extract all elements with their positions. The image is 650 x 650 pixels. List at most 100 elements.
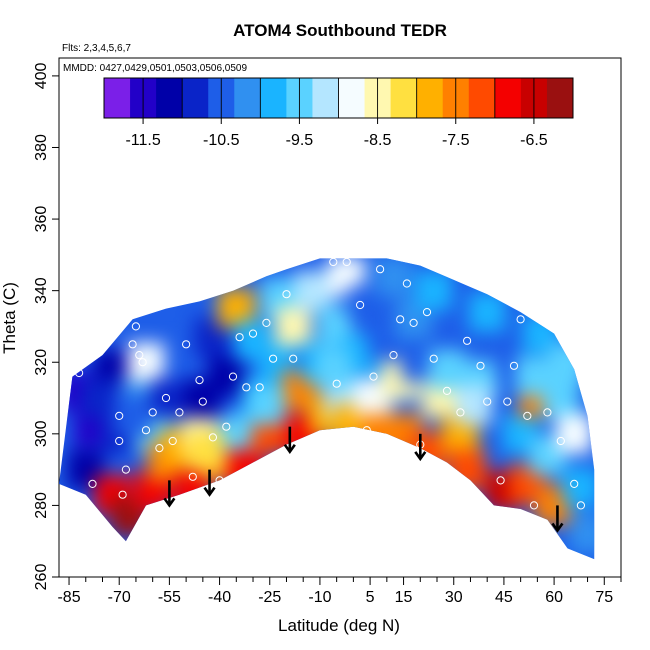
- x-tick-label: 5: [366, 589, 375, 606]
- x-tick-label: 75: [595, 589, 613, 606]
- observation-point: [409, 318, 418, 327]
- observation-point: [483, 397, 492, 406]
- down-arrow: [203, 469, 216, 497]
- observation-point: [389, 351, 398, 360]
- observation-point: [141, 426, 151, 435]
- field-cell: [274, 306, 312, 347]
- colorbar: -11.5 -10.5 -9.5 -8.5 -7.5 -6.5: [103, 77, 574, 149]
- field-cell: [569, 514, 595, 554]
- x-tick-label: -10: [308, 589, 331, 606]
- field-cell: [448, 449, 486, 490]
- observation-point: [138, 358, 147, 367]
- colorbar-swatch: [156, 78, 183, 118]
- observation-point: [496, 476, 505, 485]
- observation-point: [342, 257, 351, 267]
- y-axis-label: Theta (C): [0, 282, 19, 354]
- down-arrow: [551, 505, 564, 533]
- observation-point: [208, 433, 217, 442]
- plot-frame: [58, 57, 622, 578]
- x-axis: -85 -70 -55 -40 -25 -10 5 15 30 45 60 75: [57, 577, 622, 606]
- field-cell: [562, 467, 595, 508]
- field-cell: [408, 432, 446, 472]
- colorbar-swatch: [390, 78, 418, 118]
- observation-point: [376, 265, 385, 274]
- arrow-head: [551, 522, 564, 533]
- observation-point: [396, 315, 405, 324]
- colorbar-swatch: [104, 78, 131, 118]
- observation-point: [131, 322, 140, 331]
- x-tick-label: -25: [258, 589, 281, 606]
- observation-point: [282, 290, 291, 299]
- down-arrow: [414, 433, 427, 462]
- observation-point: [463, 336, 472, 345]
- arrow-head: [414, 451, 427, 462]
- observation-point: [115, 411, 124, 420]
- x-axis-label: Latitude (deg N): [278, 616, 400, 635]
- observation-point: [148, 408, 157, 417]
- observation-point: [269, 354, 278, 363]
- field-cell: [207, 356, 245, 397]
- y-tick-label: 360: [33, 206, 50, 233]
- y-tick-label: 300: [33, 420, 50, 447]
- observation-points: [75, 257, 586, 510]
- down-arrow: [163, 480, 176, 508]
- field-cell: [555, 414, 593, 454]
- field-cell: [549, 342, 586, 382]
- observation-point: [262, 318, 271, 327]
- observation-point: [235, 333, 244, 342]
- field-cell: [375, 258, 412, 297]
- field-cell: [248, 385, 285, 425]
- field-cell: [415, 271, 453, 311]
- field-cell: [187, 432, 225, 472]
- observation-point: [556, 436, 565, 446]
- x-tick-label: 30: [445, 589, 463, 606]
- observation-point: [175, 408, 184, 417]
- observation-point: [362, 426, 371, 435]
- observation-point: [442, 386, 452, 395]
- observation-point: [128, 340, 137, 349]
- colorbar-swatch: [494, 78, 522, 118]
- observation-point: [168, 436, 177, 446]
- x-tick-label: -40: [208, 589, 231, 606]
- observation-point: [509, 361, 519, 370]
- y-tick-label: 380: [33, 134, 50, 161]
- colorbar-swatch: [312, 78, 339, 118]
- colorbar-tick-label: -8.5: [364, 132, 392, 149]
- flights-note: Flts: 2,3,4,5,6,7: [62, 43, 131, 54]
- field-cell: [80, 378, 118, 418]
- observation-point: [135, 351, 144, 360]
- colorbar-swatch: [182, 78, 209, 118]
- x-tick-label: -85: [57, 589, 80, 606]
- observation-point: [161, 393, 171, 403]
- x-tick-label: -55: [158, 589, 181, 606]
- observation-point: [523, 411, 532, 420]
- observation-point: [182, 340, 191, 349]
- colorbar-tick-label: -6.5: [520, 132, 548, 149]
- arrow-head: [163, 497, 176, 508]
- field-cell: [468, 292, 506, 332]
- colorbar-swatch: [260, 78, 287, 118]
- observation-point: [356, 300, 365, 310]
- observation-point: [402, 279, 411, 288]
- colorbar-swatch: [416, 78, 444, 118]
- observation-point: [329, 257, 338, 267]
- observation-point: [332, 379, 341, 388]
- colorbar-tick-label: -11.5: [125, 132, 160, 149]
- field-cell: [114, 396, 151, 436]
- x-tick-label: 45: [495, 589, 513, 606]
- observation-point: [215, 476, 224, 485]
- colorbar-border: [103, 77, 574, 119]
- y-tick-label: 320: [33, 349, 50, 376]
- observation-point: [456, 408, 465, 417]
- observation-point: [429, 354, 438, 363]
- y-axis: 260 280 300 320 340 360 380 400: [33, 62, 59, 590]
- observation-point: [188, 472, 197, 481]
- observation-point: [476, 361, 485, 370]
- arrow-head: [283, 443, 296, 454]
- field-cell: [294, 271, 332, 311]
- observation-point: [529, 501, 539, 510]
- observation-point: [422, 308, 432, 317]
- down-arrow: [283, 426, 296, 454]
- field-cell: [428, 349, 466, 390]
